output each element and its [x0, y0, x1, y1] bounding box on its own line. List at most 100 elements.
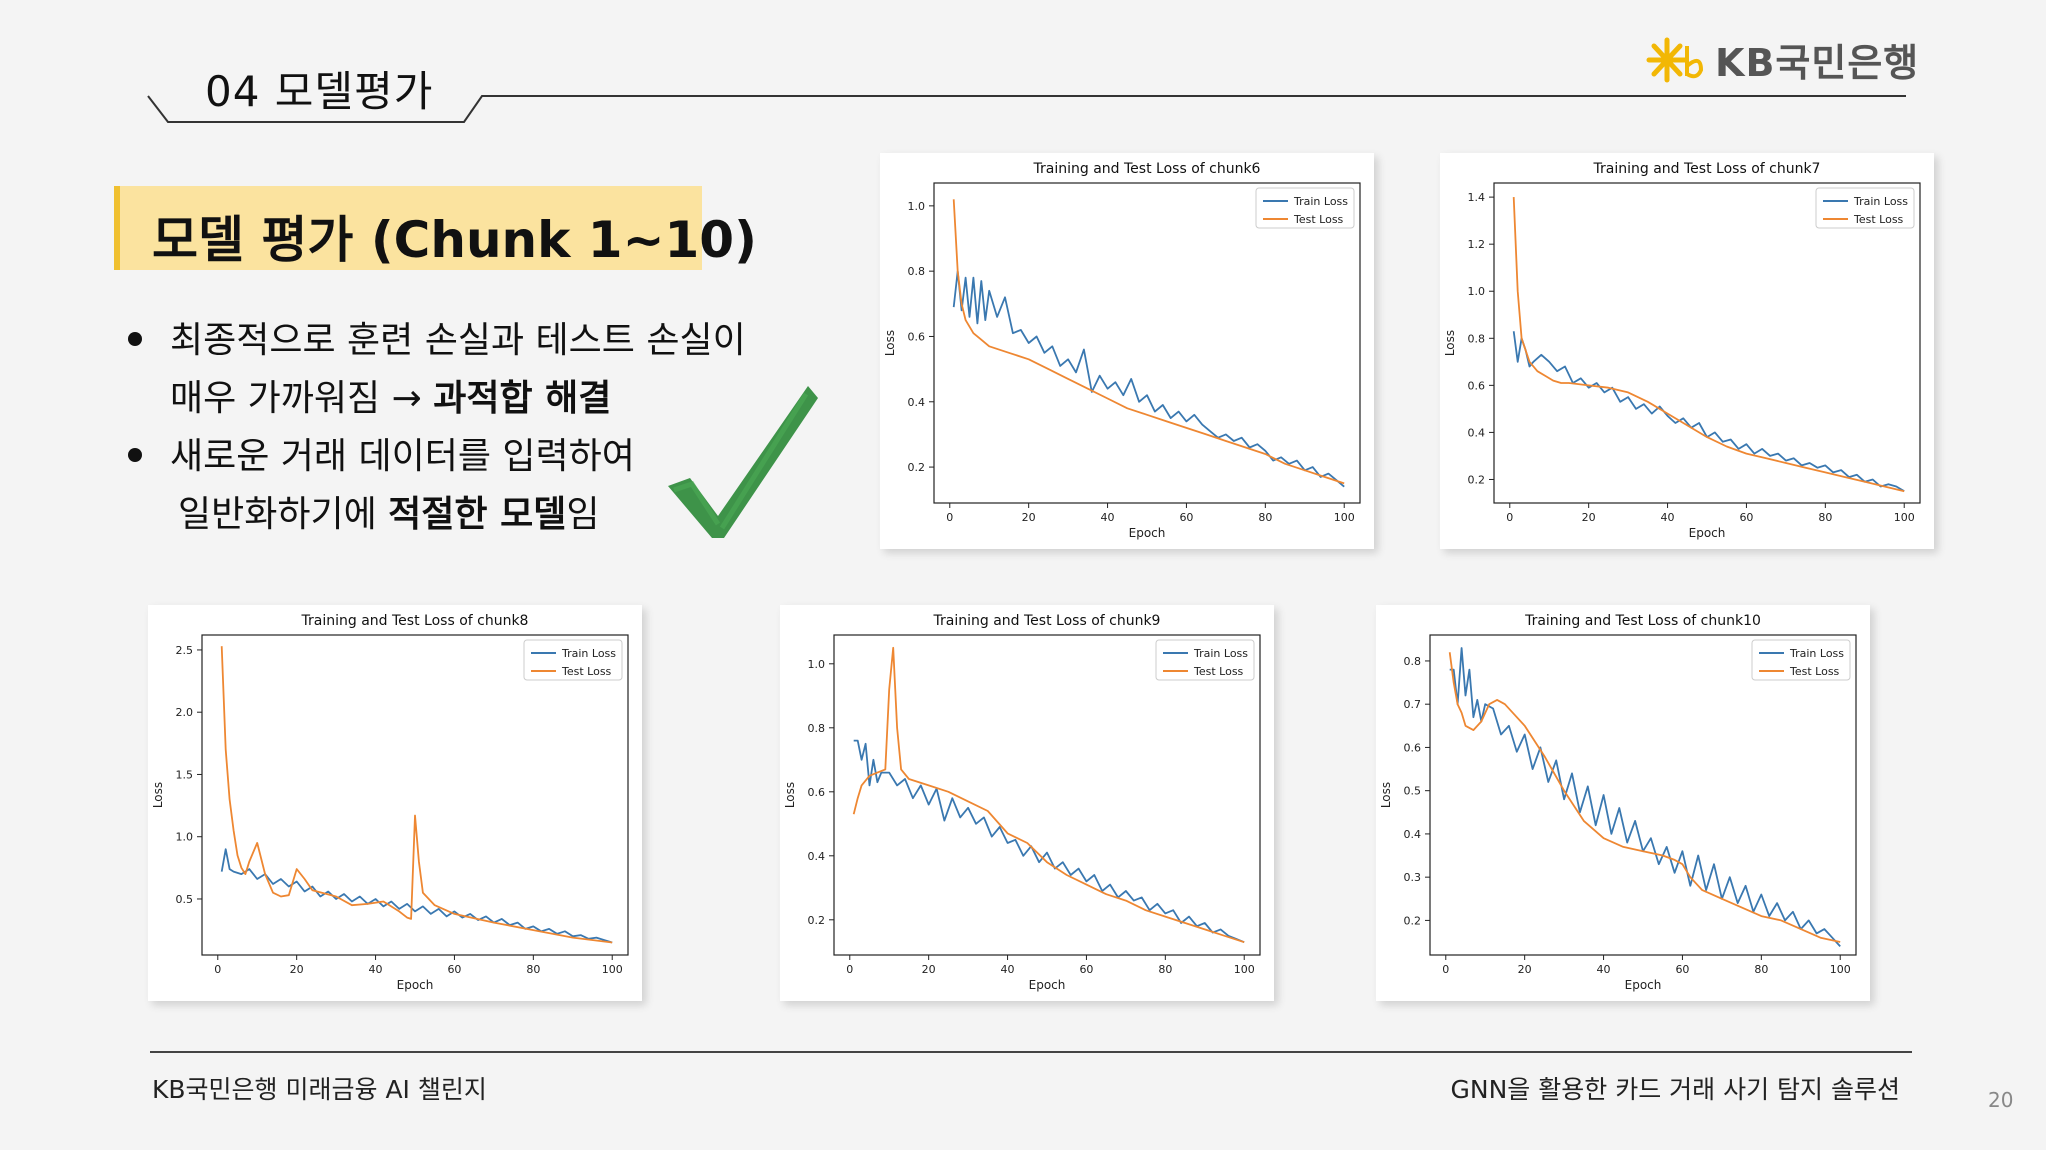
y-tick-label: 0.6 — [1404, 741, 1422, 754]
y-tick-label: 1.2 — [1468, 238, 1486, 251]
x-tick-label: 40 — [1001, 963, 1015, 976]
series-line-train — [853, 739, 1245, 944]
x-tick-label: 100 — [1894, 511, 1915, 524]
x-tick-label: 20 — [1582, 511, 1596, 524]
y-tick-label: 1.0 — [176, 831, 194, 844]
kb-logo: KB국민은행 — [1645, 32, 1919, 87]
x-tick-label: 60 — [1179, 511, 1193, 524]
x-axis-label: Epoch — [397, 978, 434, 992]
chart-card-chunk9: Training and Test Loss of chunk9 0 20 40 60 8… — [780, 605, 1274, 1001]
loss-chart-chunk7: Training and Test Loss of chunk7 0 20 40 60 8… — [1443, 161, 1921, 540]
x-tick-label: 80 — [1158, 963, 1172, 976]
bullet-dot-icon — [128, 448, 142, 462]
series-line-test — [852, 646, 1245, 944]
chart-title: Training and Test Loss of chunk6 — [1033, 161, 1261, 177]
x-tick-label: 20 — [1518, 963, 1532, 976]
chart-card-chunk7: Training and Test Loss of chunk7 0 20 40 60 8… — [1440, 153, 1934, 549]
legend-label: Train Loss — [1293, 195, 1348, 208]
y-tick-label: 0.8 — [808, 722, 826, 735]
y-tick-label: 0.4 — [908, 396, 926, 409]
x-tick-label: 20 — [1022, 511, 1036, 524]
chart-title: Training and Test Loss of chunk7 — [1593, 161, 1821, 177]
y-tick-label: 0.5 — [176, 893, 194, 906]
y-tick-label: 2.5 — [176, 644, 194, 657]
legend-label: Train Loss — [1789, 647, 1844, 660]
x-tick-label: 0 — [1506, 511, 1513, 524]
x-tick-label: 20 — [922, 963, 936, 976]
logo-text: KB국민은행 — [1715, 41, 1920, 85]
x-tick-label: 40 — [1597, 963, 1611, 976]
chart-card-chunk6: Training and Test Loss of chunk6 0 20 40 60 8… — [880, 153, 1374, 549]
x-tick-label: 0 — [846, 963, 853, 976]
y-tick-label: 0.2 — [1468, 473, 1486, 486]
legend-label: Train Loss — [1193, 647, 1248, 660]
legend-label: Train Loss — [1853, 195, 1908, 208]
legend-label: Test Loss — [1193, 665, 1244, 678]
bullet-continuation: 일반화하기에 적절한 모델임 — [128, 486, 746, 544]
legend-label: Test Loss — [561, 665, 612, 678]
section-title: 04 모델평가 — [205, 67, 434, 116]
bullet-text: 새로운 거래 데이터를 입력하여 — [170, 436, 635, 477]
x-axis-label: Epoch — [1625, 978, 1662, 992]
x-tick-label: 100 — [1234, 963, 1255, 976]
loss-chart-chunk10: Training and Test Loss of chunk10 0 20 40 60… — [1379, 613, 1857, 992]
plot-frame — [201, 634, 629, 956]
bullet-emphasis: 과적합 해결 — [433, 378, 612, 419]
plot-frame — [1493, 182, 1921, 504]
x-tick-label: 60 — [447, 963, 461, 976]
legend-label: Test Loss — [1789, 665, 1840, 678]
checkmark-icon — [668, 386, 818, 538]
bullet-text: 매우 가까워짐 → — [170, 378, 434, 419]
x-tick-label: 80 — [1754, 963, 1768, 976]
y-tick-label: 0.4 — [1404, 828, 1422, 841]
y-tick-label: 2.0 — [176, 706, 194, 719]
x-tick-label: 100 — [1334, 511, 1355, 524]
y-tick-label: 0.4 — [808, 850, 826, 863]
y-tick-label: 0.6 — [1468, 379, 1486, 392]
y-tick-label: 0.7 — [1404, 698, 1422, 711]
x-tick-label: 0 — [214, 963, 221, 976]
chart-title: Training and Test Loss of chunk9 — [933, 613, 1161, 629]
y-tick-label: 0.3 — [1404, 871, 1422, 884]
x-tick-label: 40 — [369, 963, 383, 976]
bullet-text: 최종적으로 훈련 손실과 테스트 손실이 — [170, 320, 746, 361]
x-tick-label: 80 — [1258, 511, 1272, 524]
x-tick-label: 60 — [1739, 511, 1753, 524]
series-line-train — [1449, 647, 1841, 948]
y-tick-label: 0.6 — [808, 786, 826, 799]
series-line-test — [1448, 652, 1841, 943]
kb-star-icon — [1646, 37, 1704, 82]
series-line-test — [1512, 197, 1905, 493]
bullet-dot-icon — [128, 332, 142, 346]
y-tick-label: 0.8 — [908, 265, 926, 278]
x-tick-label: 100 — [602, 963, 623, 976]
x-axis-label: Epoch — [1129, 526, 1166, 540]
y-tick-label: 1.4 — [1468, 191, 1486, 204]
series-line-train — [952, 270, 1345, 488]
bullet-text: 일반화하기에 — [178, 494, 389, 535]
y-tick-label: 0.2 — [908, 461, 926, 474]
loss-chart-chunk9: Training and Test Loss of chunk9 0 20 40 60 8… — [783, 613, 1261, 992]
x-tick-label: 0 — [946, 511, 953, 524]
legend-label: Test Loss — [1293, 213, 1344, 226]
x-tick-label: 20 — [290, 963, 304, 976]
x-axis-label: Epoch — [1689, 526, 1726, 540]
x-tick-label: 40 — [1101, 511, 1115, 524]
loss-chart-chunk8: Training and Test Loss of chunk8 0 20 40 60 8… — [151, 613, 629, 992]
x-tick-label: 80 — [526, 963, 540, 976]
footer-right-text: GNN을 활용한 카드 거래 사기 탐지 솔루션 — [1450, 1075, 1900, 1104]
y-tick-label: 0.2 — [808, 914, 826, 927]
bullet-emphasis: 적절한 모델 — [388, 494, 567, 535]
chart-card-chunk10: Training and Test Loss of chunk10 0 20 40 60… — [1376, 605, 1870, 1001]
footer-divider — [150, 1051, 1912, 1053]
y-tick-label: 0.8 — [1404, 655, 1422, 668]
plot-frame — [1429, 634, 1857, 956]
series-line-test — [220, 646, 613, 944]
loss-chart-chunk6: Training and Test Loss of chunk6 0 20 40 60 8… — [883, 161, 1361, 540]
y-axis-label: Loss — [783, 782, 797, 808]
series-line-test — [952, 199, 1345, 485]
footer-left-text: KB국민은행 미래금융 AI 챌린지 — [152, 1075, 487, 1104]
x-axis-label: Epoch — [1029, 978, 1066, 992]
bullet-continuation: 매우 가까워짐 → 과적합 해결 — [128, 370, 746, 428]
plot-frame — [933, 182, 1361, 504]
